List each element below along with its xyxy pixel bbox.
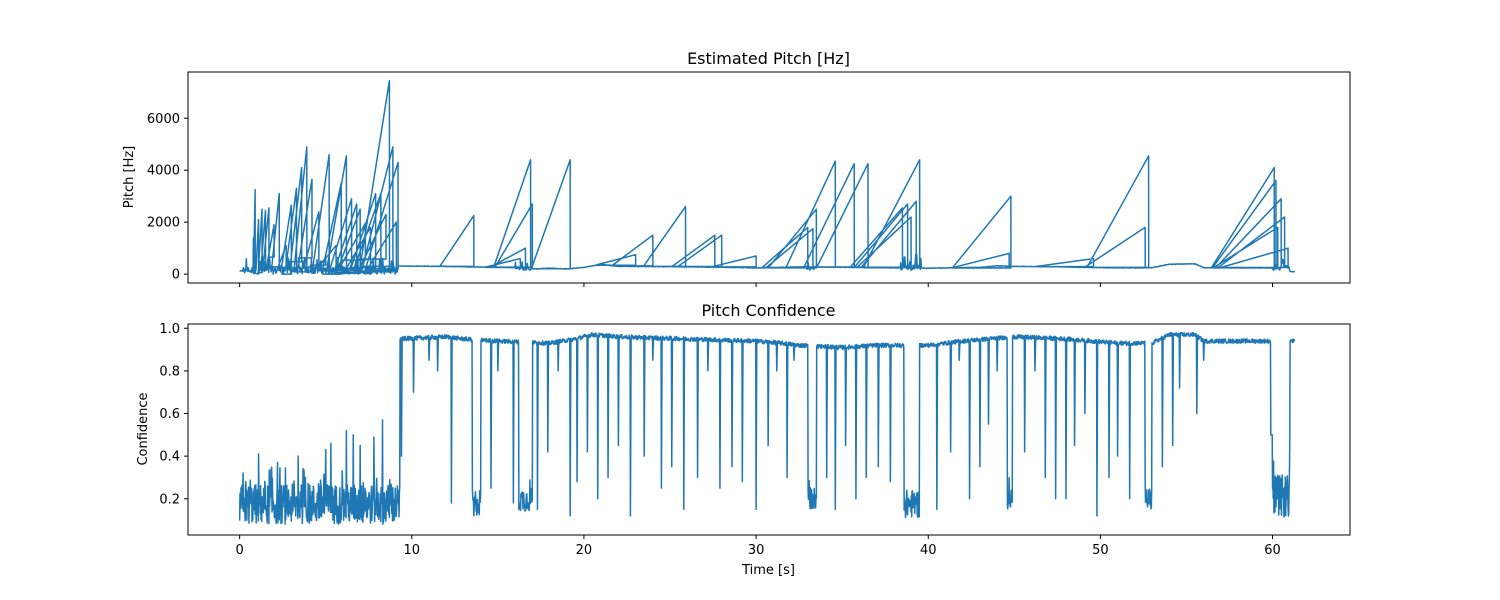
pitch-x-ticks	[239, 283, 1274, 287]
confidence-plot-area	[238, 331, 1296, 526]
y-tick-label: 6000	[147, 112, 180, 127]
y-tick-label: 0.8	[159, 364, 180, 379]
x-tick-label: 0	[236, 543, 244, 558]
x-tick-label: 50	[1092, 543, 1109, 558]
confidence-x-axis-label: Time [s]	[741, 563, 795, 578]
y-tick-label: 0.4	[159, 450, 180, 465]
y-tick-label: 4000	[147, 164, 180, 179]
x-tick-label: 20	[576, 543, 593, 558]
confidence-y-axis-label: Confidence	[136, 392, 151, 465]
confidence-x-ticks: 0 10 20 30 40 50 60	[236, 535, 1281, 558]
confidence-axes-frame	[187, 323, 1351, 536]
pitch-y-ticks: 0 2000 4000 6000	[147, 112, 188, 283]
y-tick-label: 1.0	[159, 322, 180, 337]
y-tick-label: 0	[172, 268, 180, 283]
x-tick-label: 10	[404, 543, 421, 558]
x-tick-label: 40	[920, 543, 937, 558]
confidence-y-ticks: 0.2 0.4 0.6 0.8 1.0	[159, 322, 188, 507]
pitch-chart-title: Estimated Pitch [Hz]	[687, 49, 850, 68]
pitch-plot-area	[239, 79, 1296, 275]
confidence-series-line	[238, 331, 1296, 526]
pitch-panel: Estimated Pitch [Hz] Pitch [Hz] 0 2000 400…	[122, 49, 1351, 287]
x-tick-label: 60	[1264, 543, 1281, 558]
pitch-y-axis-label: Pitch [Hz]	[122, 146, 137, 209]
confidence-panel: Pitch Confidence Confidence Time [s] 0.2…	[136, 301, 1351, 578]
y-tick-label: 2000	[147, 216, 180, 231]
y-tick-label: 0.6	[159, 407, 180, 422]
pitch-axes-frame	[187, 71, 1351, 284]
x-tick-label: 30	[748, 543, 765, 558]
pitch-series-line	[239, 79, 1296, 275]
y-tick-label: 0.2	[159, 492, 180, 507]
confidence-chart-title: Pitch Confidence	[702, 301, 836, 320]
